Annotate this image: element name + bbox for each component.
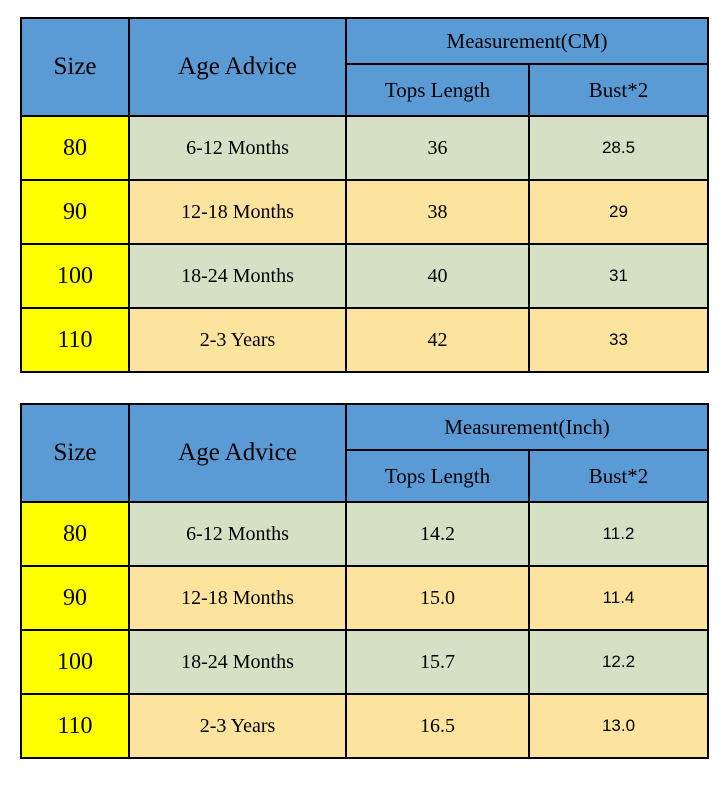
header-tops-length: Tops Length bbox=[345, 449, 530, 503]
size-table-inch: Size Age Advice Measurement(Inch) Tops L… bbox=[20, 403, 709, 759]
tops-length-value: 16.5 bbox=[345, 693, 530, 759]
tops-length-value: 36 bbox=[345, 115, 530, 181]
table-row: 80 6-12 Months 36 28.5 bbox=[20, 115, 709, 181]
size-value: 100 bbox=[20, 243, 130, 309]
size-value: 80 bbox=[20, 115, 130, 181]
age-value: 12-18 Months bbox=[128, 179, 347, 245]
header-row-sub: Tops Length Bust*2 bbox=[21, 63, 709, 117]
header-row-top: Size Age Advice Measurement(CM) bbox=[20, 17, 709, 117]
table-row: 90 12-18 Months 15.0 11.4 bbox=[20, 565, 709, 631]
age-value: 12-18 Months bbox=[128, 565, 347, 631]
bust-value: 33 bbox=[528, 307, 709, 373]
bust-value: 13.0 bbox=[528, 693, 709, 759]
table-row: 100 18-24 Months 40 31 bbox=[20, 243, 709, 309]
header-row-top: Size Age Advice Measurement(Inch) bbox=[20, 403, 709, 503]
size-table-cm: Size Age Advice Measurement(CM) Tops Len… bbox=[20, 17, 709, 373]
tops-length-value: 40 bbox=[345, 243, 530, 309]
age-value: 6-12 Months bbox=[128, 115, 347, 181]
header-measurement-cm: Measurement(CM) bbox=[345, 17, 709, 65]
tops-length-value: 42 bbox=[345, 307, 530, 373]
header-age-advice: Age Advice bbox=[128, 403, 347, 503]
bust-value: 12.2 bbox=[528, 629, 709, 695]
age-value: 18-24 Months bbox=[128, 629, 347, 695]
size-value: 80 bbox=[20, 501, 130, 567]
size-value: 90 bbox=[20, 565, 130, 631]
table-row: 110 2-3 Years 42 33 bbox=[20, 307, 709, 373]
tops-length-value: 38 bbox=[345, 179, 530, 245]
header-age-advice: Age Advice bbox=[128, 17, 347, 117]
tops-length-value: 15.7 bbox=[345, 629, 530, 695]
tops-length-value: 14.2 bbox=[345, 501, 530, 567]
header-bust: Bust*2 bbox=[528, 449, 709, 503]
bust-value: 11.2 bbox=[528, 501, 709, 567]
tops-length-value: 15.0 bbox=[345, 565, 530, 631]
size-value: 90 bbox=[20, 179, 130, 245]
age-value: 6-12 Months bbox=[128, 501, 347, 567]
age-value: 2-3 Years bbox=[128, 307, 347, 373]
bust-value: 11.4 bbox=[528, 565, 709, 631]
table-row: 110 2-3 Years 16.5 13.0 bbox=[20, 693, 709, 759]
bust-value: 31 bbox=[528, 243, 709, 309]
header-size: Size bbox=[20, 403, 130, 503]
size-value: 110 bbox=[20, 307, 130, 373]
header-tops-length: Tops Length bbox=[345, 63, 530, 117]
header-bust: Bust*2 bbox=[528, 63, 709, 117]
bust-value: 29 bbox=[528, 179, 709, 245]
bust-value: 28.5 bbox=[528, 115, 709, 181]
table-row: 100 18-24 Months 15.7 12.2 bbox=[20, 629, 709, 695]
age-value: 18-24 Months bbox=[128, 243, 347, 309]
age-value: 2-3 Years bbox=[128, 693, 347, 759]
header-size: Size bbox=[20, 17, 130, 117]
size-value: 110 bbox=[20, 693, 130, 759]
table-row: 90 12-18 Months 38 29 bbox=[20, 179, 709, 245]
size-value: 100 bbox=[20, 629, 130, 695]
header-row-sub: Tops Length Bust*2 bbox=[21, 449, 709, 503]
table-row: 80 6-12 Months 14.2 11.2 bbox=[20, 501, 709, 567]
header-measurement-inch: Measurement(Inch) bbox=[345, 403, 709, 451]
